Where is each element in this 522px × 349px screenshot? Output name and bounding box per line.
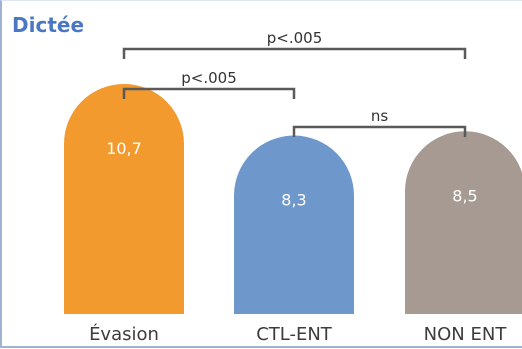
bar-1 (234, 135, 354, 314)
significance-bracket-1 (122, 87, 296, 99)
significance-bracket-2 (292, 125, 467, 137)
category-label-1: CTL-ENT (256, 324, 333, 345)
significance-bracket-0 (122, 47, 467, 59)
bar-value-label-2: 8,5 (452, 186, 477, 205)
chart-title: Dictée (12, 13, 85, 37)
bar-value-label-1: 8,3 (281, 191, 306, 210)
category-label-0: Évasion (89, 323, 159, 345)
significance-label-1: p<.005 (181, 69, 237, 87)
bar-0 (64, 83, 184, 314)
category-label-2: NON ENT (424, 324, 508, 345)
significance-label-2: ns (371, 107, 389, 125)
significance-label-0: p<.005 (267, 29, 323, 47)
bar-value-label-0: 10,7 (106, 139, 142, 158)
bar-2 (405, 131, 522, 314)
